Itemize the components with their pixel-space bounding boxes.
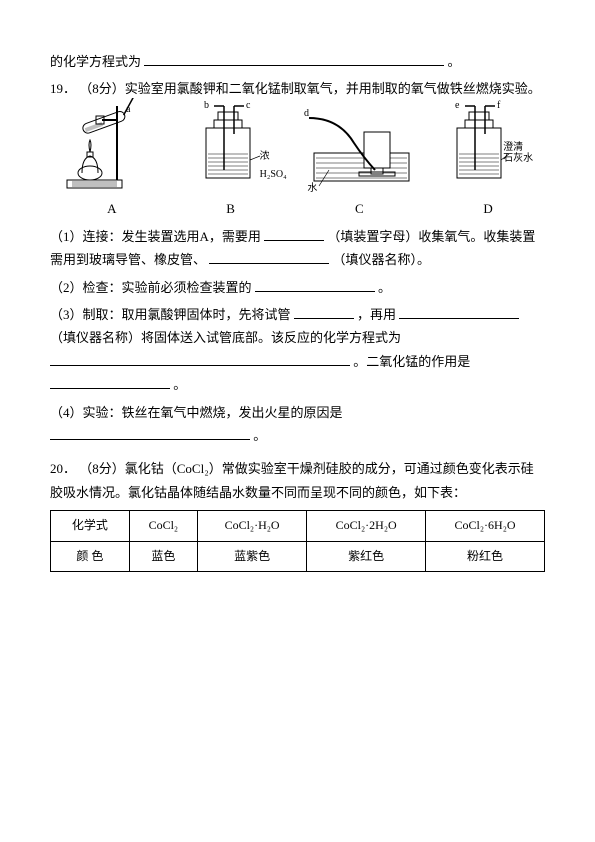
cell-r2c1: 颜 色 [51, 541, 130, 572]
cell-r1c5: CoCl₂·6H₂O [426, 511, 545, 542]
q19-2: （2）检查：实验前必须检查装置的 。 [50, 276, 545, 299]
q19-stem: 19． （8分）实验室用氯酸钾和二氧化锰制取氧气，并用制取的氧气做铁丝燃烧实验。 [50, 77, 545, 100]
table-row: 化学式 CoCl₂ CoCl₂·H₂O CoCl₂·2H₂O CoCl₂·6H₂… [51, 511, 545, 542]
label-B: B [226, 197, 235, 220]
apparatus-A-svg: a [62, 98, 162, 193]
blank-3b [399, 306, 519, 319]
blank-3d [50, 376, 170, 389]
label-e: e [455, 100, 460, 111]
annot-water: 水 [307, 180, 317, 198]
cell-r2c2: 蓝色 [129, 541, 197, 572]
q19-4: （4）实验：铁丝在氧气中燃烧，发出火星的原因是 。 [50, 401, 545, 448]
blank-4 [50, 427, 250, 440]
q19-1a: （1）连接：发生装置选用A，需要用 [50, 229, 261, 244]
q19-2a: （2）检查：实验前必须检查装置的 [50, 280, 252, 295]
q19-3e: 。 [173, 377, 186, 392]
cell-r2c5: 粉红色 [426, 541, 545, 572]
blank-3c [50, 353, 350, 366]
cell-r2c3: 蓝紫色 [197, 541, 306, 572]
label-a: a [126, 104, 131, 115]
q19-3d: 。二氧化锰的作用是 [353, 354, 470, 369]
q20-stem: 20． （8分）氯化钴（CoCl₂）常做实验室干燥剂硅胶的成分，可通过颜色变化表… [50, 457, 545, 504]
apparatus-B: b c 浓H₂SO₄ B [186, 98, 276, 220]
q19-4a: （4）实验：铁丝在氧气中燃烧，发出火星的原因是 [50, 405, 343, 420]
label-b: b [204, 100, 209, 111]
blank-2 [255, 279, 375, 292]
q19-num: 19． [50, 81, 76, 96]
q19-text: （8分）实验室用氯酸钾和二氧化锰制取氧气，并用制取的氧气做铁丝燃烧实验。 [79, 81, 541, 96]
label-C: C [355, 197, 364, 220]
prev-tail-text: 的化学方程式为 [50, 54, 141, 69]
table-row: 颜 色 蓝色 蓝紫色 紫红色 粉红色 [51, 541, 545, 572]
label-A: A [107, 197, 116, 220]
q20-num: 20． [50, 461, 76, 476]
blank-3a [294, 306, 354, 319]
cell-r2c4: 紫红色 [307, 541, 426, 572]
q19-3c: （填仪器名称）将固体送入试管底部。该反应的化学方程式为 [50, 330, 401, 345]
q19-4b: 。 [253, 428, 266, 443]
q19-1: （1）连接：发生装置选用A，需要用 （填装置字母）收集氧气。收集装置需用到玻璃导… [50, 225, 545, 272]
q19-3b: ，再用 [357, 307, 396, 322]
apparatus-A: a A [62, 98, 162, 220]
cell-r1c2: CoCl₂ [129, 511, 197, 542]
apparatus-C: d 水 C [299, 98, 419, 220]
cell-r1c1: 化学式 [51, 511, 130, 542]
label-f: f [497, 100, 501, 111]
blank-prev [144, 53, 444, 66]
label-D: D [483, 197, 492, 220]
blank-1a [264, 228, 324, 241]
cocl2-table: 化学式 CoCl₂ CoCl₂·H₂O CoCl₂·2H₂O CoCl₂·6H₂… [50, 510, 545, 572]
apparatus-C-svg: d [299, 98, 419, 193]
apparatus-D: e f 澄清 石灰水 D [443, 98, 533, 220]
label-d: d [304, 108, 309, 119]
cell-r1c3: CoCl₂·H₂O [197, 511, 306, 542]
blank-1b [209, 251, 329, 264]
q19-3: （3）制取：取用氯酸钾固体时，先将试管 ，再用 （填仪器名称）将固体送入试管底部… [50, 303, 545, 397]
q19-2b: 。 [378, 280, 391, 295]
prev-tail: 的化学方程式为 。 [50, 50, 545, 73]
annot-h2so4: 浓H₂SO₄ [260, 148, 287, 184]
cell-r1c4: CoCl₂·2H₂O [307, 511, 426, 542]
label-c: c [246, 100, 251, 111]
q19-3a: （3）制取：取用氯酸钾固体时，先将试管 [50, 307, 291, 322]
prev-tail-dot: 。 [448, 54, 461, 69]
q20-text: （8分）氯化钴（CoCl₂）常做实验室干燥剂硅胶的成分，可通过颜色变化表示硅胶吸… [50, 461, 534, 499]
apparatus-figure: a A b c [50, 111, 545, 221]
q19-1c: （填仪器名称）。 [333, 252, 431, 267]
annot-lime: 澄清 石灰水 [503, 142, 533, 164]
